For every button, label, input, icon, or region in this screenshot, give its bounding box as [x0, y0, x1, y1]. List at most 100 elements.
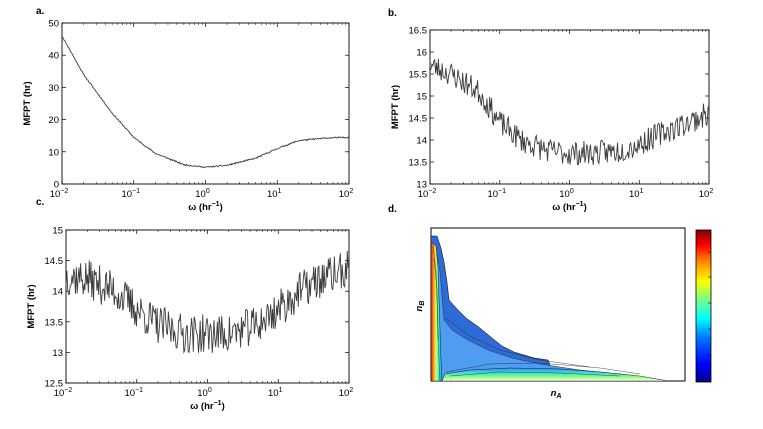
colorbar: [695, 229, 712, 383]
x-tick-label-base: 10: [629, 189, 640, 200]
y-tick-label: 15: [416, 92, 427, 103]
x-tick-label: 100: [195, 188, 210, 200]
x-axis-label: ω (hr−1): [188, 201, 222, 213]
x-tick-label: 101: [267, 188, 282, 200]
x-tick-label-exponent: 0: [208, 387, 212, 394]
x-axis-label-exponent: −1: [212, 201, 220, 208]
x-tick-label: 100: [197, 387, 212, 399]
contour-ridge-horizontal: [441, 367, 669, 382]
x-tick-label-base: 10: [124, 388, 135, 399]
x-tick-label: 10−1: [124, 387, 143, 399]
y-tick-label: 50: [48, 19, 59, 30]
x-tick-label: 10−2: [54, 387, 73, 399]
panel-d-ylabel-n: n: [414, 305, 425, 311]
x-tick-label: 10−2: [50, 188, 69, 200]
y-tick-label: 10: [48, 147, 59, 158]
x-tick-label: 102: [699, 188, 714, 200]
y-tick-label: 12.5: [45, 379, 64, 390]
panel-c-label: c.: [36, 197, 45, 208]
contour-lines: [432, 245, 641, 382]
panel-d-chart: nA nB: [414, 227, 712, 400]
x-tick-label-base: 10: [50, 189, 61, 200]
colorbar-ticks: [708, 251, 711, 356]
x-tick-label-base: 10: [267, 189, 278, 200]
x-tick-label-exponent: −2: [428, 188, 436, 195]
series-line-mfpt: [429, 58, 710, 166]
x-tick-label-exponent: −1: [132, 188, 140, 195]
x-axis-label-exponent: −1: [214, 400, 222, 407]
x-axis-label-main: ω (hr: [188, 202, 212, 213]
y-tick-label: 14: [52, 287, 63, 298]
x-axis-label-main: ω (hr: [190, 401, 214, 412]
x-tick-label-exponent: −2: [60, 188, 68, 195]
x-axis-label: ω (hr−1): [552, 201, 586, 213]
x-tick-label-base: 10: [418, 189, 429, 200]
x-tick-label-base: 10: [121, 189, 132, 200]
series-line-mfpt: [65, 251, 350, 354]
x-tick-label-base: 10: [197, 388, 208, 399]
x-axis-label-close: ): [222, 401, 225, 412]
panel-d-ylabel: nB: [414, 301, 426, 312]
y-tick-label: 14.5: [45, 256, 64, 267]
y-tick-label: 30: [48, 83, 59, 94]
y-tick-label: 13: [416, 180, 427, 191]
panel-d-xlabel-sub: A: [555, 393, 561, 400]
x-tick-label-base: 10: [339, 189, 350, 200]
y-tick-label: 13.5: [409, 158, 428, 169]
x-tick-label-exponent: 1: [278, 188, 282, 195]
panel-d-ylabel-sub: B: [419, 301, 426, 306]
panel-b-label: b.: [388, 8, 397, 19]
x-axis-label-close: ): [220, 202, 223, 213]
y-tick-label: 16.5: [409, 26, 428, 37]
contour-line: [444, 317, 591, 368]
x-tick-label: 101: [629, 188, 644, 200]
x-tick-label: 100: [559, 188, 574, 200]
contour-line: [445, 362, 641, 375]
x-tick-label-exponent: 2: [349, 188, 353, 195]
x-tick-label: 102: [339, 387, 354, 399]
x-tick-label-exponent: 0: [206, 188, 210, 195]
x-tick-label-base: 10: [268, 388, 279, 399]
y-tick-label: 13.5: [45, 317, 64, 328]
x-tick-label-base: 10: [339, 388, 350, 399]
x-tick-label-base: 10: [559, 189, 570, 200]
panel-d-xlabel-n: n: [551, 388, 557, 399]
x-tick-label-exponent: 1: [640, 188, 644, 195]
series-line-mfpt: [61, 36, 350, 169]
y-axis-label: MFPT (hr): [26, 284, 37, 328]
x-axis-label-exponent: −1: [576, 201, 584, 208]
x-tick-label-exponent: −1: [498, 188, 506, 195]
y-tick-label: 20: [48, 115, 59, 126]
x-axis-label-close: ): [584, 202, 587, 213]
x-tick-label-exponent: −1: [135, 387, 143, 394]
x-tick-label: 10−1: [487, 188, 506, 200]
x-tick-label-base: 10: [195, 189, 206, 200]
contour-line: [433, 257, 439, 341]
y-axis-label: MFPT (hr): [22, 81, 33, 125]
x-tick-label-exponent: 1: [279, 387, 283, 394]
y-tick-label: 14: [416, 136, 427, 147]
x-tick-label: 102: [339, 188, 354, 200]
panel-d-xlabel: nA: [551, 388, 562, 400]
x-tick-label-exponent: −2: [64, 387, 72, 394]
x-tick-label-base: 10: [54, 388, 65, 399]
contour-line: [449, 371, 621, 377]
x-axis-label-main: ω (hr: [552, 202, 576, 213]
x-tick-label-exponent: 0: [570, 188, 574, 195]
x-axis-label: ω (hr−1): [190, 400, 224, 412]
x-tick-label-base: 10: [699, 189, 710, 200]
y-tick-label: 14.5: [409, 114, 428, 125]
x-tick-label-exponent: 2: [709, 188, 713, 195]
y-tick-label: 13: [52, 348, 63, 359]
x-tick-label: 101: [268, 387, 283, 399]
x-tick-label: 10−2: [418, 188, 437, 200]
panel-d-label: d.: [388, 204, 397, 215]
y-tick-label: 15: [52, 226, 63, 237]
x-tick-label: 10−1: [121, 188, 140, 200]
x-tick-label-base: 10: [487, 189, 498, 200]
axes-frame: [65, 229, 350, 384]
y-tick-label: 15.5: [409, 70, 428, 81]
